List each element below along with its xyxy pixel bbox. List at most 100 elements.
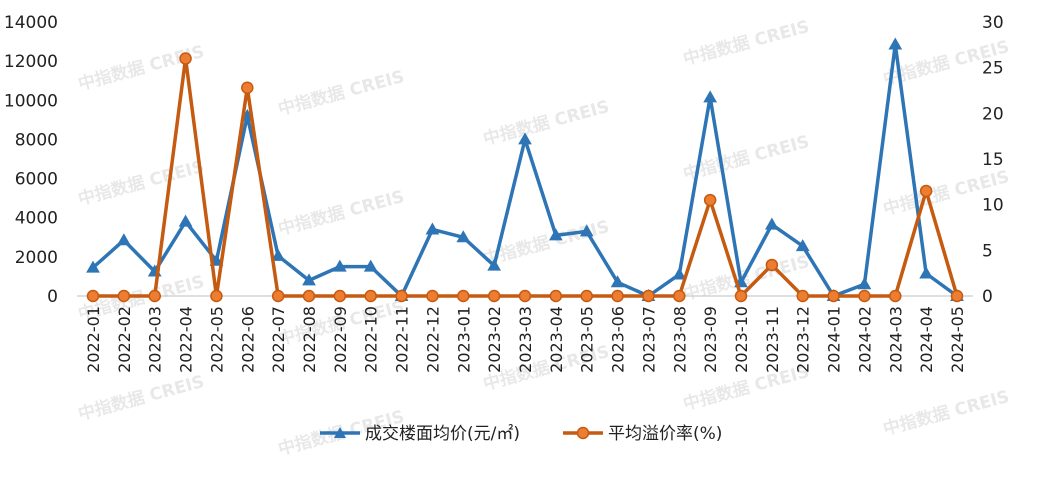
data-point-triangle [703,90,718,103]
data-point-triangle [332,259,347,272]
data-point-circle [858,289,871,303]
data-point-circle [827,289,840,303]
watermark-text: 中指数据 CREIS [276,66,407,120]
legend-label: 成交楼面均价(元/㎡) [365,424,520,444]
data-point-triangle [919,266,934,279]
data-point-circle [796,289,809,303]
left-axis-tick-label: 10000 [4,91,58,111]
data-point-circle [487,289,501,303]
left-axis-tick-label: 12000 [4,52,58,72]
data-point-triangle [302,273,316,286]
x-axis-tick-label: 2023-11 [763,306,782,373]
watermark-text: 中指数据 CREIS [276,186,407,240]
data-point-circle [395,289,408,303]
x-axis-tick-label: 2023-08 [670,306,689,373]
x-axis-tick-label: 2022-04 [177,306,196,373]
x-axis-tick-label: 2023-02 [485,306,504,373]
watermark-text: 中指数据 CREIS [481,96,612,150]
data-point-circle [765,258,779,272]
left-axis-ticks: 0 2000 4000 6000 8000 10000 12000 14000 [4,13,58,307]
data-point-circle [457,289,470,303]
data-point-triangle [518,132,532,145]
left-axis-tick-label: 6000 [15,170,58,190]
data-point-circle [241,81,254,95]
data-point-circle [703,193,717,207]
x-axis-tick-label: 2024-01 [825,306,844,373]
right-axis-tick-label: 0 [982,287,993,307]
x-axis-tick-label: 2023-06 [609,306,628,373]
legend: 成交楼面均价(元/㎡) 平均溢价率(%) [320,424,722,444]
x-axis-tick-label: 2022-10 [362,306,381,373]
data-point-circle [210,289,223,303]
data-point-circle [518,289,532,303]
legend-marker-triangle [334,427,346,438]
x-axis-tick-label: 2022-12 [423,306,442,373]
data-point-circle [364,289,377,303]
right-axis-tick-label: 15 [982,150,1004,170]
data-point-triangle [672,267,687,280]
x-axis-tick-label: 2022-08 [300,306,319,373]
right-axis-tick-label: 5 [982,241,993,261]
x-axis-tick-label: 2022-02 [115,306,134,373]
watermark-text: 中指数据 CREIS [881,386,1012,440]
right-axis-tick-label: 10 [982,196,1004,216]
x-axis-tick-label: 2023-03 [516,306,535,373]
x-axis-tick-label: 2023-04 [547,306,566,373]
watermark-text: 中指数据 CREIS [76,371,207,425]
data-point-circle [271,289,285,303]
watermark-text: 中指数据 CREIS [681,16,812,70]
series-line-2 [93,56,959,298]
right-axis-tick-label: 30 [982,13,1004,33]
data-point-circle [549,289,563,303]
data-point-circle [673,289,686,303]
data-point-circle [734,289,748,303]
data-point-circle [580,289,593,303]
data-point-triangle [86,260,100,273]
x-axis-tick-label: 2023-10 [732,306,751,373]
left-axis-tick-label: 8000 [15,130,58,150]
data-point-triangle [178,214,193,227]
data-point-triangle [579,224,594,237]
left-axis-tick-label: 0 [47,287,58,307]
data-point-triangle [456,230,471,243]
x-axis-tick-label: 2022-01 [84,306,103,373]
x-axis-tick-label: 2024-05 [948,306,967,373]
data-point-triangle [548,228,563,241]
x-axis-tick-label: 2022-09 [331,306,350,373]
x-axis-tick-label: 2022-06 [238,306,257,373]
x-axis-tick-label: 2024-02 [855,306,874,373]
data-point-circle [919,184,933,198]
x-axis-tick-label: 2023-05 [578,306,597,373]
data-point-circle [333,289,347,303]
data-point-circle [302,289,316,303]
series-layer [86,37,964,303]
x-axis-tick-label: 2022-07 [269,306,288,373]
data-point-triangle [116,233,131,246]
left-axis-tick-label: 2000 [15,248,58,268]
x-axis-tick-label: 2023-12 [794,306,813,373]
watermark-text: 中指数据 CREIS [76,156,207,210]
data-point-circle [117,289,131,303]
data-point-triangle [764,217,779,230]
x-axis-tick-label: 2022-11 [393,306,412,373]
right-axis-tick-label: 20 [982,104,1004,124]
data-point-triangle [271,248,286,261]
data-point-triangle [610,275,625,288]
data-point-triangle [425,222,440,235]
data-point-circle [426,289,439,303]
data-point-triangle [795,239,810,252]
right-axis-ticks: 0 5 10 15 20 25 30 [982,13,1004,307]
data-point-circle [148,289,161,303]
x-axis-tick-label: 2022-05 [207,306,226,373]
x-axis-tick-label: 2023-07 [639,306,658,373]
x-axis-tick-label: 2022-03 [146,306,165,373]
data-point-circle [642,289,655,303]
left-axis-tick-label: 14000 [4,13,58,33]
data-point-triangle [888,37,903,50]
data-point-circle [179,52,192,65]
data-point-circle [889,289,902,303]
data-point-circle [86,289,100,303]
x-axis-tick-label: 2024-04 [917,306,936,373]
right-axis-tick-label: 25 [982,59,1004,79]
